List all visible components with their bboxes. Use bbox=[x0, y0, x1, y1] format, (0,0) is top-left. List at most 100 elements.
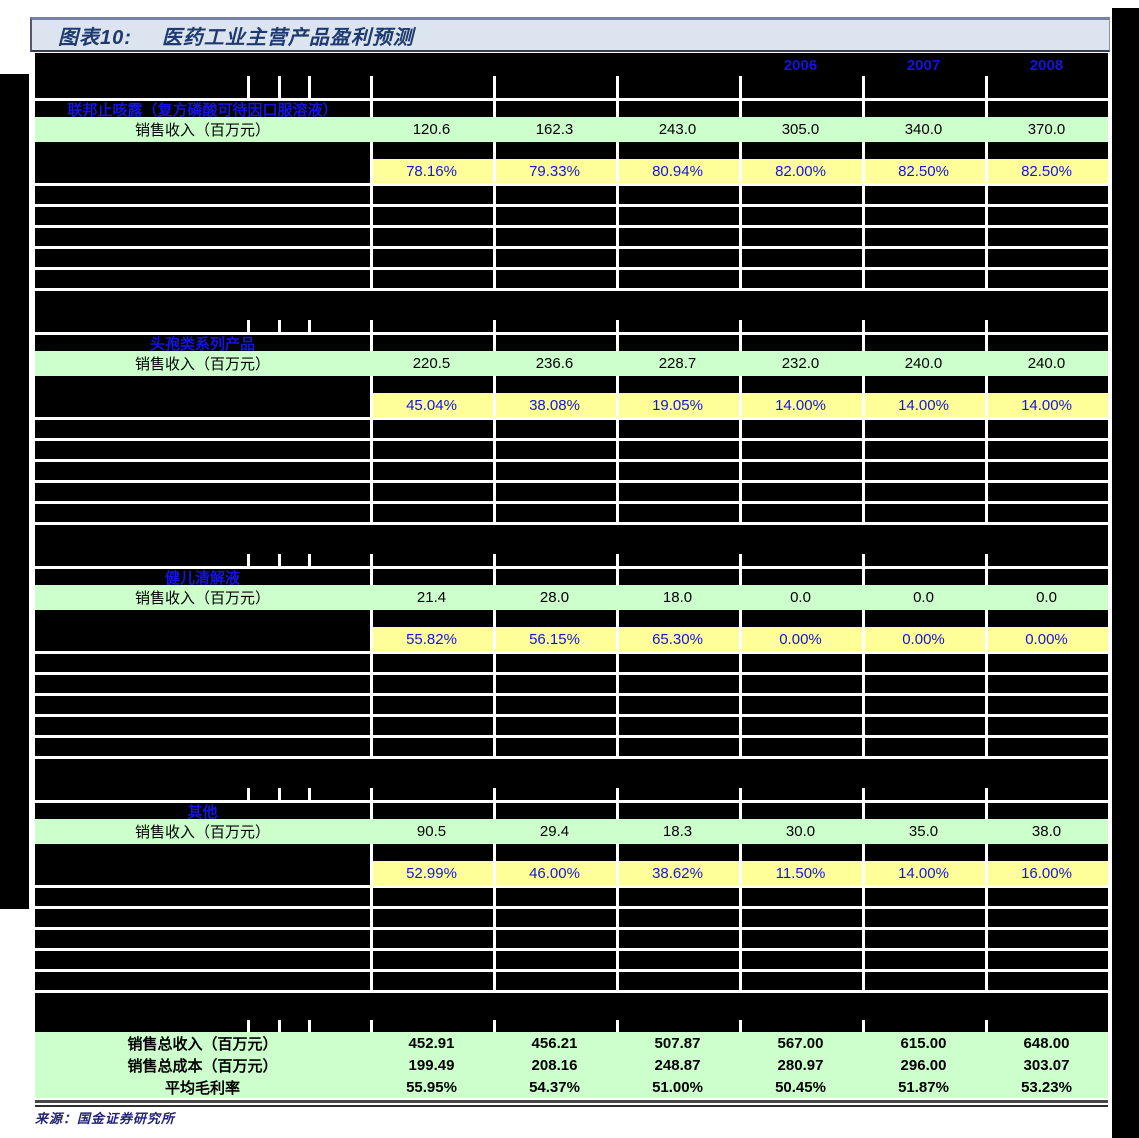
margin-value: 80.94% bbox=[652, 162, 703, 180]
margin-value: 0.00% bbox=[1025, 630, 1068, 648]
margin-value: 14.00% bbox=[775, 396, 826, 414]
product-name: 健儿清解液 bbox=[164, 569, 240, 587]
revenue-value: 228.7 bbox=[658, 355, 697, 372]
section-preheader-row bbox=[35, 291, 1108, 332]
redacted-row bbox=[35, 249, 1108, 267]
source-note: 来源：国金证券研究所 bbox=[35, 1111, 176, 1126]
redacted-row bbox=[35, 951, 1108, 969]
revenue-value: 0.0 bbox=[790, 589, 811, 606]
revenue-value: 243.0 bbox=[658, 121, 697, 138]
revenue-value: 38.0 bbox=[1031, 823, 1062, 840]
redacted-row bbox=[35, 207, 1108, 225]
margin-value: 52.99% bbox=[406, 864, 457, 882]
redacted-row bbox=[35, 186, 1108, 204]
margin-value: 38.08% bbox=[529, 396, 580, 414]
year-label-2008: 2008 bbox=[1029, 56, 1064, 74]
summary-value: 199.49 bbox=[408, 1056, 455, 1074]
product-name-row: 头孢类系列产品 bbox=[35, 335, 1108, 353]
redacted-row bbox=[35, 930, 1108, 948]
revenue-value: 28.0 bbox=[539, 589, 570, 606]
margin-value: 14.00% bbox=[898, 864, 949, 882]
year-label-2006: 2006 bbox=[783, 56, 818, 74]
redacted-row bbox=[35, 909, 1108, 927]
redacted-row bbox=[35, 441, 1108, 459]
margin-row: 45.04% 38.08% 19.05% 14.00% 14.00% 14.00… bbox=[35, 393, 1108, 417]
product-name: 其他 bbox=[187, 803, 218, 821]
revenue-value: 21.4 bbox=[416, 589, 447, 606]
margin-row: 52.99% 46.00% 38.62% 11.50% 14.00% 16.00… bbox=[35, 861, 1108, 885]
margin-value: 79.33% bbox=[529, 162, 580, 180]
summary-value: 615.00 bbox=[900, 1034, 947, 1052]
revenue-value: 18.3 bbox=[662, 823, 693, 840]
summary-label: 销售总成本（百万元） bbox=[127, 1057, 278, 1075]
summary-value: 507.87 bbox=[654, 1034, 701, 1052]
summary-label: 平均毛利率 bbox=[164, 1079, 240, 1097]
revenue-row: 销售收入（百万元） 120.6 162.3 243.0 305.0 340.0 … bbox=[35, 117, 1108, 142]
margin-value: 0.00% bbox=[902, 630, 945, 648]
revenue-value: 340.0 bbox=[904, 121, 943, 138]
summary-value: 296.00 bbox=[900, 1056, 947, 1074]
summary-value: 280.97 bbox=[777, 1056, 824, 1074]
revenue-label: 销售收入（百万元） bbox=[134, 122, 270, 139]
redacted-row bbox=[35, 696, 1108, 714]
margin-value: 38.62% bbox=[652, 864, 703, 882]
redacted-row bbox=[35, 483, 1108, 501]
margin-value: 82.50% bbox=[1021, 162, 1072, 180]
revenue-value: 18.0 bbox=[662, 589, 693, 606]
revenue-value: 35.0 bbox=[908, 823, 939, 840]
summary-row-avg-margin: 平均毛利率 55.95% 54.37% 51.00% 50.45% 51.87%… bbox=[35, 1076, 1108, 1098]
redacted-row bbox=[35, 462, 1108, 480]
margin-value: 56.15% bbox=[529, 630, 580, 648]
margin-value: 65.30% bbox=[652, 630, 703, 648]
summary-value: 51.87% bbox=[898, 1078, 949, 1096]
redacted-row bbox=[35, 972, 1108, 990]
summary-value: 248.87 bbox=[654, 1056, 701, 1074]
section-preheader-row bbox=[35, 993, 1108, 1032]
redacted-row bbox=[35, 738, 1108, 756]
bottom-rule-upper bbox=[35, 1100, 1108, 1103]
redacted-row bbox=[35, 270, 1108, 288]
forecast-table: 2006 2007 2008 联邦止咳露（复方磷酸可待因口服溶液） 销售收入（百… bbox=[35, 53, 1108, 1107]
revenue-value: 29.4 bbox=[539, 823, 570, 840]
section-preheader-row bbox=[35, 759, 1108, 800]
margin-value: 19.05% bbox=[652, 396, 703, 414]
redacted-row bbox=[35, 420, 1108, 438]
summary-value: 53.23% bbox=[1021, 1078, 1072, 1096]
revenue-value: 90.5 bbox=[416, 823, 447, 840]
product-name: 联邦止咳露（复方磷酸可待因口服溶液） bbox=[67, 101, 338, 119]
revenue-value: 30.0 bbox=[785, 823, 816, 840]
bottom-rule-lower bbox=[35, 1105, 1108, 1107]
margin-value: 11.50% bbox=[775, 864, 826, 882]
revenue-value: 120.6 bbox=[412, 121, 451, 138]
summary-value: 50.45% bbox=[775, 1078, 826, 1096]
revenue-value: 305.0 bbox=[781, 121, 820, 138]
summary-value: 208.16 bbox=[531, 1056, 578, 1074]
revenue-row: 销售收入（百万元） 90.5 29.4 18.3 30.0 35.0 38.0 bbox=[35, 819, 1108, 844]
redacted-row bbox=[35, 888, 1108, 906]
margin-value: 16.00% bbox=[1021, 864, 1072, 882]
redacted-row bbox=[35, 376, 1108, 393]
revenue-value: 240.0 bbox=[1027, 355, 1066, 372]
summary-value: 648.00 bbox=[1023, 1034, 1070, 1052]
redacted-row bbox=[35, 654, 1108, 672]
summary-label: 销售总收入（百万元） bbox=[127, 1035, 278, 1053]
redacted-row bbox=[35, 717, 1108, 735]
right-black-strip bbox=[1112, 8, 1139, 1138]
summary-value: 51.00% bbox=[652, 1078, 703, 1096]
year-header-row: 2006 2007 2008 bbox=[35, 53, 1108, 98]
revenue-value: 240.0 bbox=[904, 355, 943, 372]
summary-value: 303.07 bbox=[1023, 1056, 1070, 1074]
summary-value: 567.00 bbox=[777, 1034, 824, 1052]
section-preheader-row bbox=[35, 525, 1108, 566]
summary-row-total-cost: 销售总成本（百万元） 199.49 208.16 248.87 280.97 2… bbox=[35, 1054, 1108, 1076]
figure-title-bar: 图表10: 医药工业主营产品盈利预测 bbox=[30, 17, 1110, 52]
figure-title-prefix: 图表10: bbox=[58, 26, 132, 49]
revenue-row: 销售收入（百万元） 21.4 28.0 18.0 0.0 0.0 0.0 bbox=[35, 585, 1108, 610]
revenue-label: 销售收入（百万元） bbox=[134, 356, 270, 373]
margin-value: 14.00% bbox=[1021, 396, 1072, 414]
margin-value: 46.00% bbox=[529, 864, 580, 882]
year-label-2007: 2007 bbox=[906, 56, 941, 74]
margin-value: 78.16% bbox=[406, 162, 457, 180]
summary-value: 452.91 bbox=[408, 1034, 455, 1052]
summary-row-total-revenue: 销售总收入（百万元） 452.91 456.21 507.87 567.00 6… bbox=[35, 1032, 1108, 1054]
